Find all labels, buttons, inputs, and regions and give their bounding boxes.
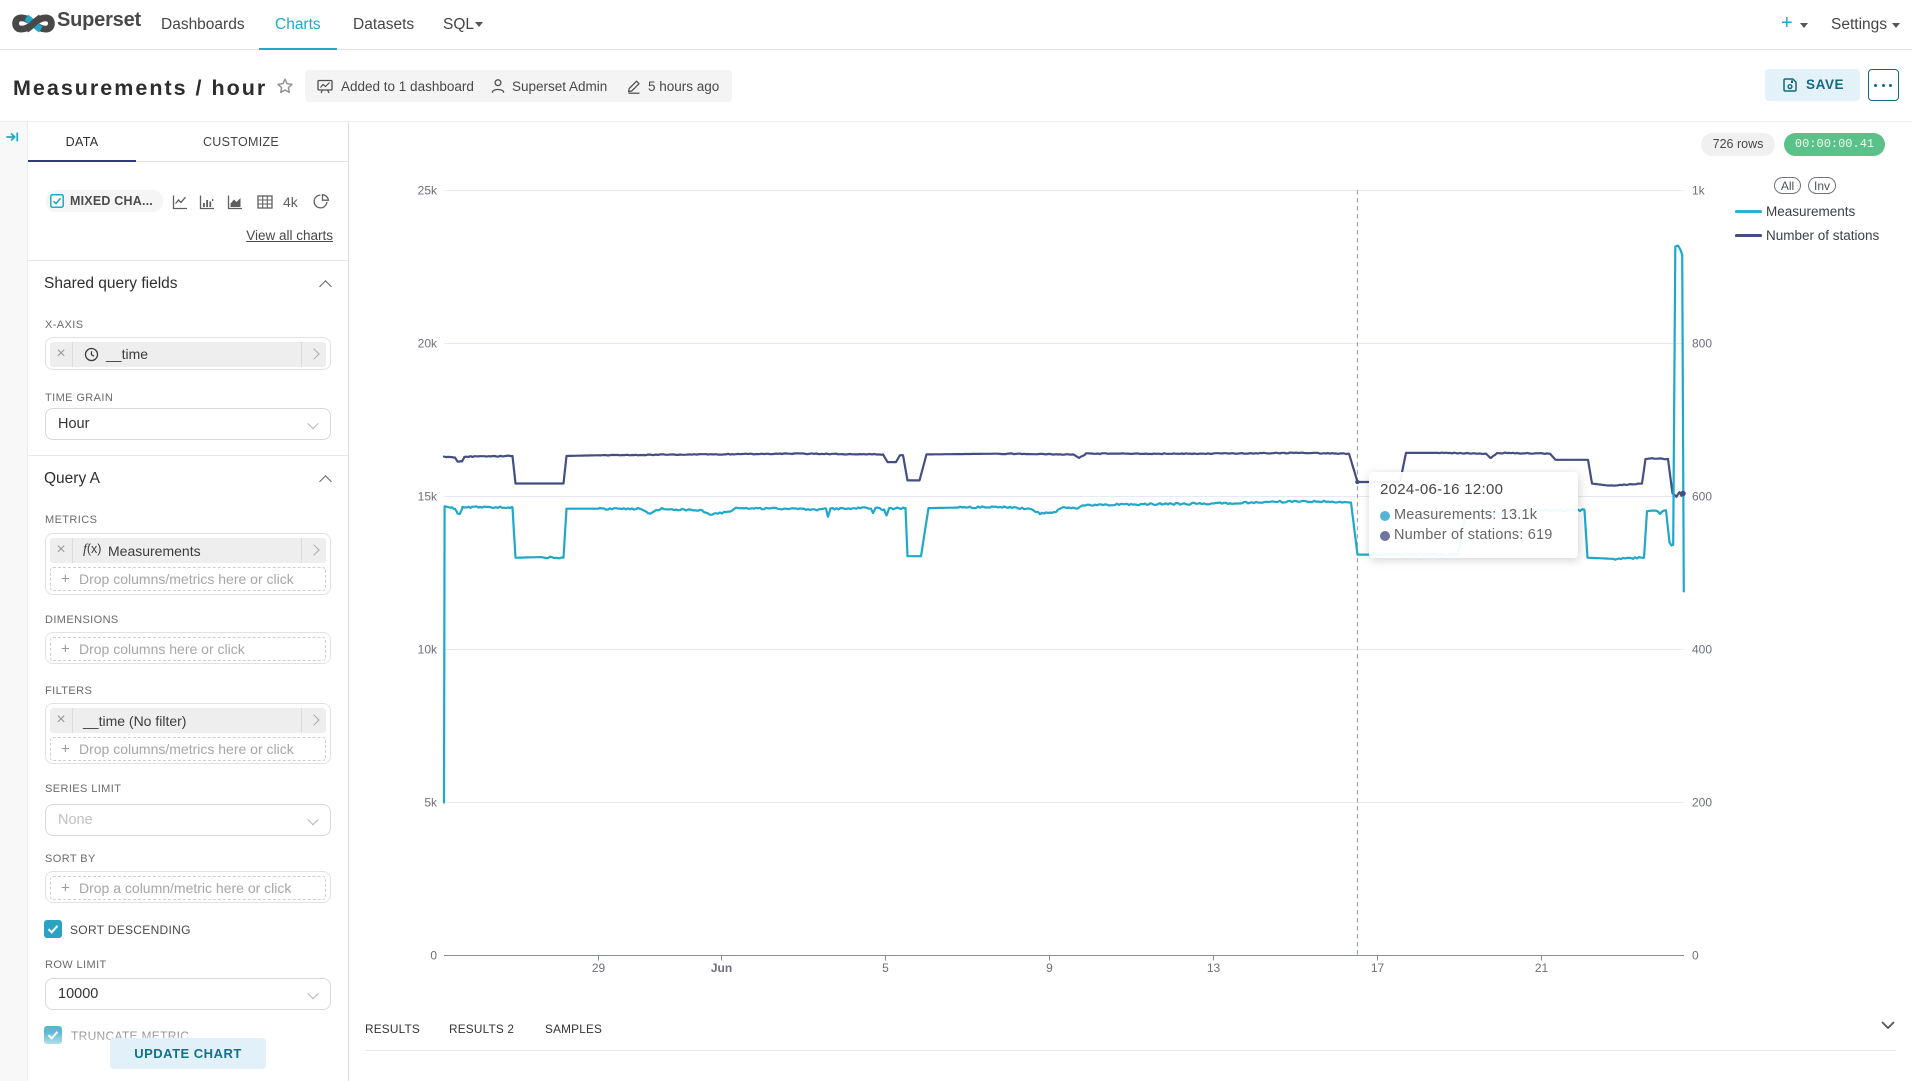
svg-text:0: 0	[1692, 949, 1699, 963]
svg-text:1k: 1k	[1692, 184, 1706, 198]
svg-text:0: 0	[430, 949, 437, 963]
svg-text:25k: 25k	[418, 184, 438, 198]
svg-text:Jun: Jun	[711, 961, 732, 975]
svg-text:5k: 5k	[424, 796, 438, 810]
svg-text:13: 13	[1207, 961, 1221, 975]
svg-text:15k: 15k	[418, 490, 438, 504]
svg-text:17: 17	[1371, 961, 1385, 975]
svg-text:20k: 20k	[418, 337, 438, 351]
svg-text:600: 600	[1692, 490, 1712, 504]
svg-text:5: 5	[882, 961, 889, 975]
svg-text:21: 21	[1535, 961, 1549, 975]
svg-text:200: 200	[1692, 796, 1712, 810]
svg-text:800: 800	[1692, 337, 1712, 351]
svg-text:9: 9	[1046, 961, 1053, 975]
svg-text:29: 29	[592, 961, 606, 975]
svg-text:400: 400	[1692, 643, 1712, 657]
svg-text:10k: 10k	[418, 643, 438, 657]
